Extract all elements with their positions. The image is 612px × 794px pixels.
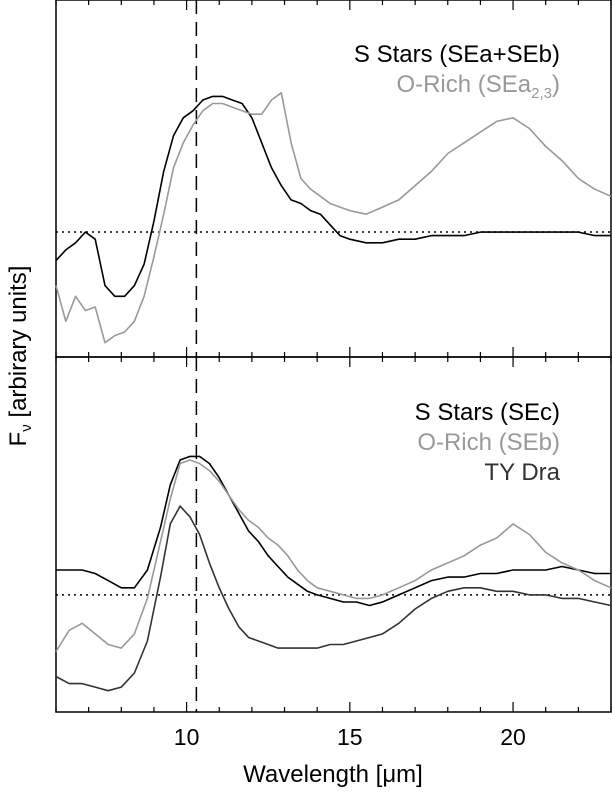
y-axis-label-rest: [arbirary units] [5,266,32,425]
x-tick-label-15: 15 [337,724,363,750]
panel-0-legend-1-sub: 2,3 [531,85,552,102]
panel-1-legend-1-text: O-Rich (SEb) [417,429,560,456]
panel-1-legend-2-text: TY Dra [484,459,560,486]
x-tick-label-20: 20 [500,724,526,750]
panel-0-series-1-line [55,92,612,344]
panel-0-series-0-line [55,95,611,298]
legends: S Stars (SEa+SEb) O-Rich (SEa2,3) S Stars … [354,41,561,486]
panel-1-series-2-line [55,505,612,692]
panel-1-series-1-line [55,459,612,653]
panel-1-legend-1: O-Rich (SEb) [417,429,560,456]
panel-0-legend-0-text: S Stars (SEa+SEb) [354,41,560,68]
panel-1-legend-0-text: S Stars (SEc) [415,399,560,426]
panel-0-legend-1-text: O-Rich (SEa [396,71,531,98]
x-tick-label-10: 10 [174,724,200,750]
y-axis-label: Fν [arbirary units] [5,266,35,447]
panel-1-legend-0: S Stars (SEc) [415,399,560,426]
panel-0-legend-0: S Stars (SEa+SEb) [354,41,560,68]
panel-0-legend-1: O-Rich (SEa2,3) [396,71,560,102]
y-axis-label-main: F [5,432,32,447]
x-axis-label: Wavelength [μm] [243,761,423,788]
panel-1-legend-2: TY Dra [484,459,560,486]
panel-0-legend-1-suffix: ) [552,71,560,98]
panel-bottom-frame [55,356,612,713]
y-axis-label-sub: ν [18,424,35,432]
x-ticks: 10 15 20 [55,0,612,750]
plot-layer [55,0,612,712]
panel-1-series-0-line [56,455,611,607]
